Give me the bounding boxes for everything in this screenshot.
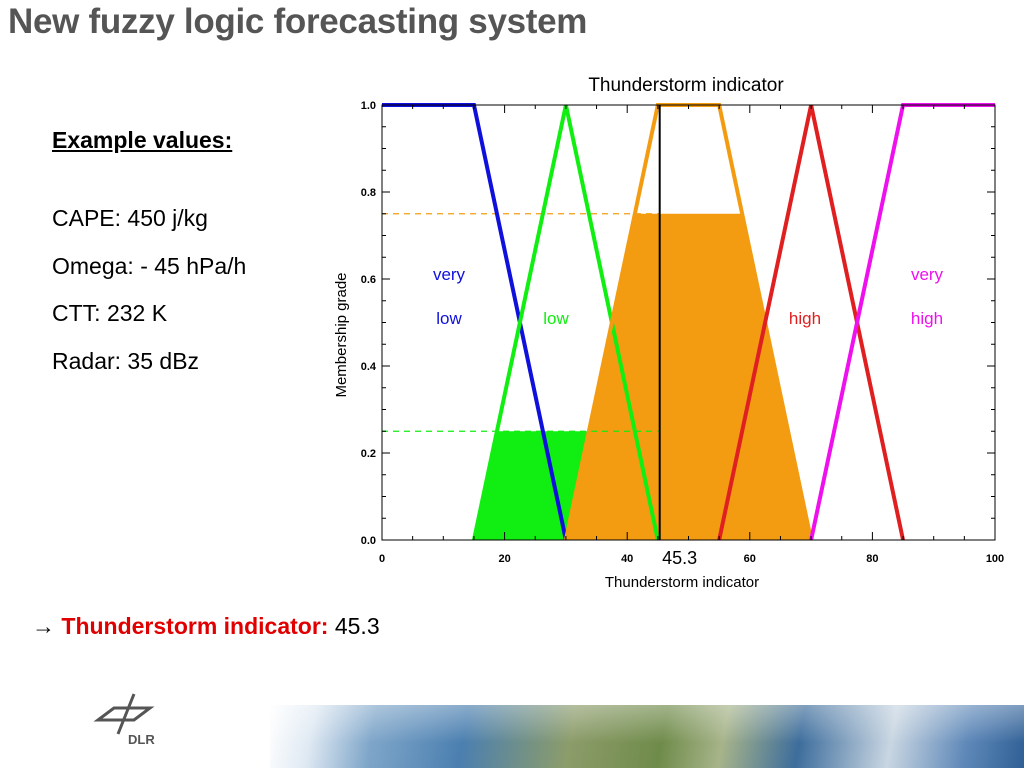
x-tick-label: 20 bbox=[498, 553, 510, 565]
y-tick-label: 1.0 bbox=[361, 100, 376, 112]
y-tick-label: 0.6 bbox=[361, 274, 376, 286]
result-value: 45.3 bbox=[334, 613, 380, 639]
example-cape: CAPE: 450 j/kg bbox=[52, 205, 208, 231]
chart-title: Thunderstorm indicator bbox=[588, 75, 784, 96]
dlr-logo-text: DLR bbox=[128, 732, 155, 747]
membership-chart: 0 20 40 60 80 100 0.0 0.2 0.4 0.6 0.8 1.0 45.3 Thunde… bbox=[333, 75, 1004, 591]
dlr-logo-fuselage bbox=[116, 693, 136, 735]
y-tick-label: 0.8 bbox=[361, 187, 376, 199]
x-tick-label: 60 bbox=[744, 553, 756, 565]
x-tick-label: 0 bbox=[379, 553, 385, 565]
series-label-1: low bbox=[543, 309, 569, 328]
x-tick-label: 80 bbox=[866, 553, 878, 565]
result-label: Thunderstorm indicator: bbox=[61, 613, 329, 639]
series-label-4: high bbox=[911, 309, 943, 328]
series-label-0: very bbox=[433, 265, 466, 284]
y-tick-label: 0.4 bbox=[361, 361, 377, 373]
y-tick-label: 0.0 bbox=[361, 535, 376, 547]
slide-title: New fuzzy logic forecasting system bbox=[8, 2, 588, 41]
example-ctt: CTT: 232 K bbox=[52, 300, 168, 326]
y-tick-label: 0.2 bbox=[361, 448, 376, 460]
x-axis-label: Thunderstorm indicator bbox=[605, 574, 759, 591]
series-label-0: low bbox=[436, 309, 462, 328]
membership-fill-1 bbox=[565, 213, 812, 540]
series-label-4: very bbox=[911, 265, 944, 284]
series-line-4 bbox=[809, 103, 995, 541]
earth-banner-image bbox=[270, 705, 1024, 768]
arrow-icon: → bbox=[32, 613, 55, 639]
example-values-heading: Example values: bbox=[52, 127, 233, 153]
y-axis-label: Membership grade bbox=[333, 272, 350, 397]
result-line: → Thunderstorm indicator: 45.3 bbox=[32, 613, 380, 640]
marker-label: 45.3 bbox=[662, 548, 697, 568]
dlr-logo: DLR bbox=[93, 693, 155, 747]
example-omega: Omega: - 45 hPa/h bbox=[52, 253, 247, 279]
series-label-3: high bbox=[789, 309, 821, 328]
x-tick-label: 40 bbox=[621, 553, 633, 565]
example-radar: Radar: 35 dBz bbox=[52, 348, 200, 374]
x-tick-label: 100 bbox=[986, 553, 1004, 565]
